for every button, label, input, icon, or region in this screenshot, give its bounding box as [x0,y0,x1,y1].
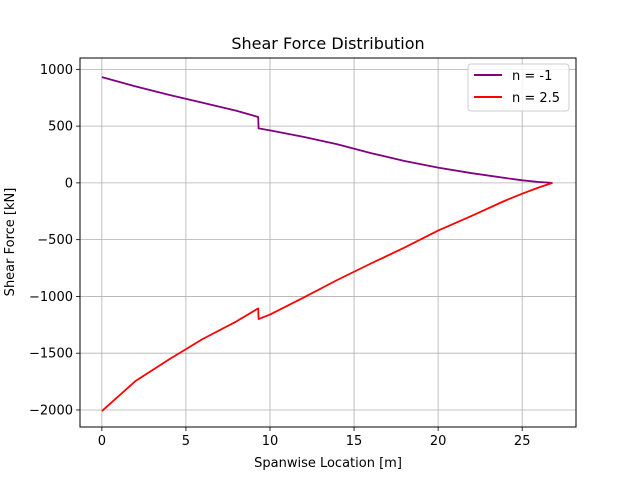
legend-label-n-2-5: n = 2.5 [512,91,560,106]
x-tick-label: 0 [98,434,106,449]
x-tick-label: 25 [514,434,531,449]
series-line-n-2-5 [101,182,553,412]
plot-frame [79,57,577,428]
x-tick-label: 10 [262,434,279,449]
y-tick-label: −2000 [29,403,73,418]
y-tick-label: −500 [37,233,73,248]
series-lines [101,76,553,412]
y-tick-label: 1000 [40,63,73,78]
y-axis-label: Shear Force [kN] [3,188,18,297]
x-tick-label: 5 [182,434,190,449]
grid [80,58,576,427]
x-tick-label: 20 [430,434,447,449]
axis-ticks: 0 5 10 15 20 25 1000 500 0 −500 −1000 −1500 −2000 [29,63,530,449]
chart-title: Shear Force Distribution [231,34,424,53]
y-tick-label: 500 [48,120,73,135]
y-tick-label: 0 [65,176,73,191]
y-tick-label: −1500 [29,347,73,362]
legend-label-n-minus-1: n = -1 [512,69,552,84]
legend: n = -1 n = 2.5 [467,63,570,112]
series-line-n-minus-1 [101,76,553,184]
x-axis-label: Spanwise Location [m] [254,456,402,471]
y-tick-label: −1000 [29,290,73,305]
x-tick-label: 15 [346,434,363,449]
